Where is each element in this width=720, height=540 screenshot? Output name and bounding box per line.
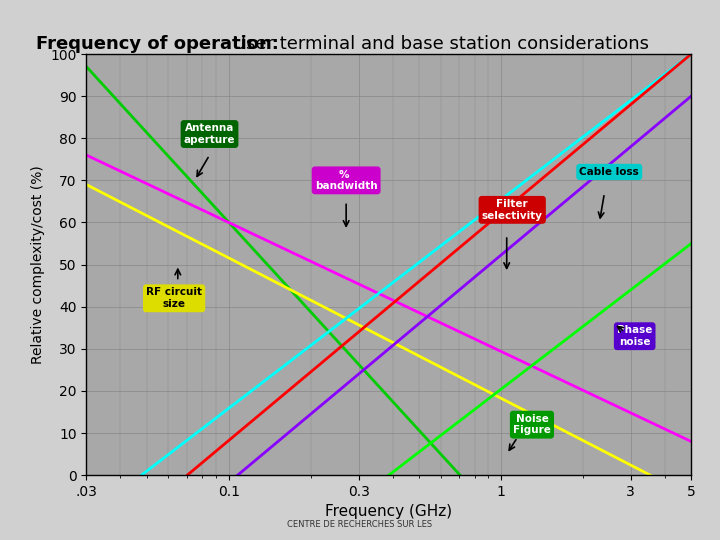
Text: % 
bandwidth: % bandwidth <box>315 170 377 191</box>
Y-axis label: Relative complexity/cost (%): Relative complexity/cost (%) <box>31 165 45 364</box>
Text: Antenna
aperture: Antenna aperture <box>184 123 235 145</box>
Text: User terminal and base station considerations: User terminal and base station considera… <box>227 35 649 53</box>
Text: RF circuit
size: RF circuit size <box>146 287 202 309</box>
Text: Phase
noise: Phase noise <box>617 326 652 347</box>
Text: CENTRE DE RECHERCHES SUR LES: CENTRE DE RECHERCHES SUR LES <box>287 520 433 529</box>
X-axis label: Frequency (GHz): Frequency (GHz) <box>325 504 452 519</box>
Text: Noise
Figure: Noise Figure <box>513 414 551 435</box>
Text: Cable loss: Cable loss <box>580 167 639 177</box>
Text: Frequency of operation:: Frequency of operation: <box>36 35 279 53</box>
Text: Filter
selectivity: Filter selectivity <box>482 199 543 221</box>
